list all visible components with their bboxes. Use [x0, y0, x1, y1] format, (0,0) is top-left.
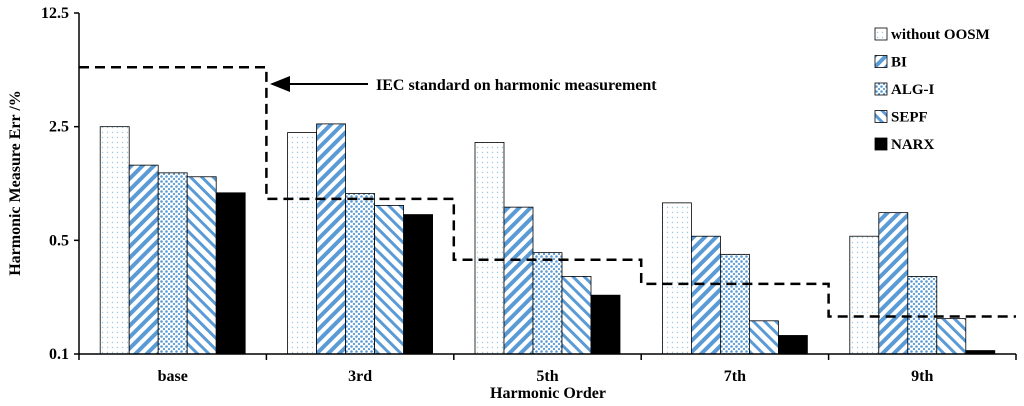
y-tick-label: 0.5	[49, 232, 69, 249]
iec-step-line	[79, 65, 1016, 318]
legend-label: SEPF	[891, 110, 928, 126]
x-tick-label: 9th	[911, 368, 933, 385]
bar-series	[99, 123, 996, 355]
x-tick-label: base	[158, 368, 188, 385]
bar-sepf-7th	[749, 320, 779, 355]
bar-alg-i-3rd	[345, 193, 376, 355]
bar-narx-7th	[778, 335, 808, 355]
legend-swatch	[874, 82, 888, 96]
bar-without-oosm-base	[99, 126, 130, 355]
bar-alg-i-9th	[907, 276, 938, 355]
bar-sepf-base	[186, 176, 217, 355]
x-axis-ticks: base 3rd 5th 7th 9th	[78, 354, 1017, 385]
bar-narx-base	[215, 192, 246, 355]
y-axis-title: Harmonic Measure Err /%	[7, 90, 24, 276]
y-tick-label: 0.1	[49, 346, 69, 363]
y-axis-ticks: 0.1 0.5 2.5 12.5	[41, 5, 79, 363]
bar-bi-5th	[503, 206, 534, 355]
bar-bi-9th	[878, 212, 909, 355]
legend-swatch	[874, 55, 888, 68]
bar-without-oosm-3rd	[287, 132, 318, 355]
bar-sepf-9th	[936, 318, 967, 355]
iec-standard-line	[79, 65, 1016, 318]
bar-bi-3rd	[316, 123, 347, 355]
x-axis-title: Harmonic Order	[490, 385, 606, 402]
y-tick-label: 12.5	[41, 5, 69, 22]
bar-sepf-3rd	[374, 204, 405, 355]
legend-label: ALG-I	[891, 82, 935, 98]
bar-sepf-5th	[561, 276, 592, 355]
bar-without-oosm-9th	[849, 235, 880, 355]
legend: without OOSM BI ALG-I SEPF NARX	[874, 27, 990, 153]
bar-alg-i-base	[157, 172, 188, 355]
bar-bi-base	[128, 164, 159, 355]
legend-swatch	[874, 137, 888, 151]
x-tick-label: 7th	[724, 368, 746, 385]
y-tick-label: 2.5	[49, 119, 69, 136]
bar-alg-i-5th	[532, 252, 563, 355]
legend-swatch	[874, 110, 888, 123]
legend-label: NARX	[891, 137, 934, 153]
legend-label: BI	[891, 55, 907, 71]
bar-bi-7th	[691, 235, 721, 355]
bar-alg-i-7th	[720, 253, 750, 355]
iec-annotation: IEC standard on harmonic measurement	[270, 76, 657, 94]
x-tick-label: 3rd	[348, 368, 372, 385]
bar-without-oosm-5th	[474, 142, 505, 355]
legend-label: without OOSM	[891, 27, 990, 43]
bar-narx-3rd	[403, 214, 434, 355]
legend-swatch	[874, 27, 888, 41]
bar-narx-5th	[590, 294, 621, 355]
bar-without-oosm-7th	[662, 202, 692, 355]
annotation-label: IEC standard on harmonic measurement	[376, 77, 657, 94]
x-tick-label: 5th	[536, 368, 558, 385]
